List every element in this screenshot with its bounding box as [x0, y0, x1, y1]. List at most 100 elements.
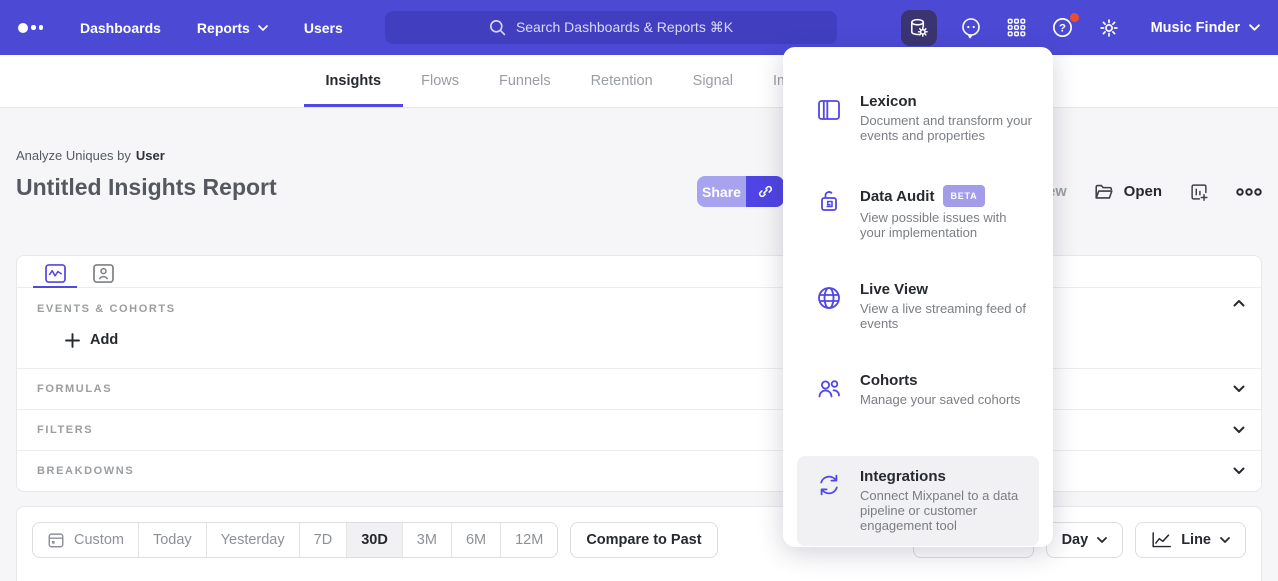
topbar-actions: ? Music Finder [900, 9, 1260, 46]
menu-item-description: Connect Mixpanel to a data pipeline or c… [860, 488, 1019, 533]
lexicon-icon [818, 100, 840, 120]
chart-type-dropdown[interactable]: Line [1135, 522, 1246, 558]
menu-item-title: Integrations [860, 468, 946, 485]
tab-flows[interactable]: Flows [421, 73, 459, 89]
report-tabbar: Insights Flows Funnels Retention Signal … [0, 55, 1278, 108]
link-icon [758, 185, 772, 198]
analysis-type[interactable]: Analyze Uniques by User [16, 148, 1262, 163]
range-today[interactable]: Today [139, 523, 207, 557]
range-custom-label: Custom [74, 532, 124, 548]
project-switcher[interactable]: Music Finder [1151, 20, 1260, 36]
report-header: Analyze Uniques by User Untitled Insights… [0, 148, 1278, 222]
chevron-down-icon [1220, 537, 1230, 543]
nav-reports-label: Reports [196, 19, 250, 36]
range-6m[interactable]: 6M [452, 523, 502, 557]
chart-tab-icon [44, 264, 66, 283]
report-title[interactable]: Untitled Insights Report [16, 174, 277, 200]
formulas-section[interactable]: FORMULAS [17, 368, 1261, 409]
menu-item-title: Data Audit [860, 188, 935, 205]
analysis-type-prefix: Analyze Uniques by [16, 148, 131, 163]
search-input[interactable]: Search Dashboards & Reports ⌘K [385, 11, 837, 44]
range-3m[interactable]: 3M [403, 523, 452, 557]
menu-item-description: View a live streaming feed of events [860, 301, 1026, 331]
profiles-view-tab[interactable] [81, 260, 125, 287]
range-30d[interactable]: 30D [347, 523, 403, 557]
expand-filters-button[interactable] [1233, 426, 1245, 434]
chevron-up-icon [1233, 300, 1245, 307]
primary-nav: Dashboards Reports Users [80, 20, 343, 36]
add-to-dashboard-button[interactable] [1188, 181, 1210, 203]
notification-dot [1069, 13, 1079, 22]
add-to-dashboard-icon [1191, 183, 1208, 201]
menu-item-cohorts[interactable]: Cohorts Manage your saved cohorts [797, 360, 1039, 420]
breakdowns-section[interactable]: BREAKDOWNS [17, 450, 1261, 491]
query-view-tabs [17, 256, 1261, 288]
query-builder-panel: EVENTS & COHORTS Add FORMULAS FILTERS BR… [16, 255, 1262, 492]
copy-link-button[interactable] [746, 176, 784, 207]
chevron-down-icon [1249, 24, 1260, 31]
gear-icon [1099, 18, 1118, 37]
nav-reports[interactable]: Reports [197, 20, 268, 36]
interval-label: Day [1061, 532, 1089, 548]
integrations-sync-icon [820, 474, 838, 496]
events-cohorts-section: EVENTS & COHORTS Add [17, 288, 1261, 368]
calendar-icon [48, 533, 64, 548]
help-icon: ? [1052, 18, 1072, 37]
data-management-menu: Lexicon Document and transform your even… [783, 47, 1053, 547]
menu-item-live-view[interactable]: Live View View a live streaming feed of … [797, 269, 1039, 344]
menu-item-lexicon[interactable]: Lexicon Document and transform your even… [797, 81, 1039, 156]
data-management-button[interactable] [900, 9, 937, 46]
range-7d[interactable]: 7D [300, 523, 348, 557]
menu-item-integrations[interactable]: Integrations Connect Mixpanel to a data … [797, 456, 1039, 546]
tab-signal[interactable]: Signal [692, 73, 733, 89]
expand-formulas-button[interactable] [1233, 385, 1245, 393]
add-label: Add [90, 332, 119, 348]
expand-breakdowns-button[interactable] [1233, 467, 1245, 475]
feedback-button[interactable] [959, 16, 983, 40]
menu-item-data-audit[interactable]: Data Audit BETA View possible issues with… [797, 172, 1039, 253]
live-view-globe-icon [818, 287, 840, 309]
filters-section[interactable]: FILTERS [17, 409, 1261, 450]
svg-text:?: ? [1059, 23, 1066, 35]
project-name: Music Finder [1150, 19, 1240, 36]
help-button[interactable]: ? [1050, 13, 1079, 40]
tab-funnels[interactable]: Funnels [498, 73, 551, 89]
search-placeholder: Search Dashboards & Reports ⌘K [515, 19, 734, 35]
menu-item-title: Lexicon [860, 93, 917, 110]
range-12m[interactable]: 12M [515, 532, 544, 548]
interval-dropdown[interactable]: Day [1045, 522, 1124, 558]
grid-icon [1007, 18, 1025, 37]
mixpanel-logo[interactable] [18, 22, 60, 33]
chevron-down-icon [1233, 385, 1245, 392]
top-navigation-bar: Dashboards Reports Users Search Dashboar… [0, 0, 1278, 55]
share-button[interactable]: Share [697, 176, 746, 207]
menu-item-title: Cohorts [860, 372, 918, 389]
nav-dashboards[interactable]: Dashboards [80, 19, 161, 36]
open-report-button[interactable]: Open [1093, 181, 1162, 203]
nav-users[interactable]: Users [303, 19, 343, 36]
menu-item-description: View possible issues with your implement… [860, 210, 1007, 240]
tab-insights[interactable]: Insights [303, 55, 403, 107]
apps-grid-button[interactable] [1005, 16, 1028, 39]
line-chart-icon [1152, 532, 1172, 548]
menu-item-title: Live View [860, 281, 929, 298]
collapse-events-button[interactable] [1233, 299, 1245, 307]
range-custom[interactable]: Custom [33, 523, 139, 557]
chart-type-label: Line [1181, 532, 1211, 548]
open-label: Open [1123, 183, 1162, 200]
tab-retention[interactable]: Retention [590, 73, 653, 89]
events-cohorts-header: EVENTS & COHORTS [37, 303, 176, 315]
range-yesterday[interactable]: Yesterday [207, 523, 300, 557]
chevron-down-icon [1097, 537, 1108, 543]
settings-button[interactable] [1097, 16, 1121, 40]
search-icon [489, 20, 506, 36]
add-event-button[interactable]: Add [65, 332, 118, 348]
chart-controls-bar: Custom Today Yesterday 7D 30D 3M 6M 12M … [16, 506, 1262, 581]
chevron-down-icon [258, 24, 268, 31]
feedback-bubble-icon [961, 17, 980, 38]
plus-icon [65, 332, 80, 348]
events-view-tab[interactable] [33, 260, 77, 288]
report-actions: New Open [1037, 176, 1262, 207]
more-options-button[interactable] [1236, 187, 1262, 197]
compare-to-past-button[interactable]: Compare to Past [570, 522, 718, 558]
